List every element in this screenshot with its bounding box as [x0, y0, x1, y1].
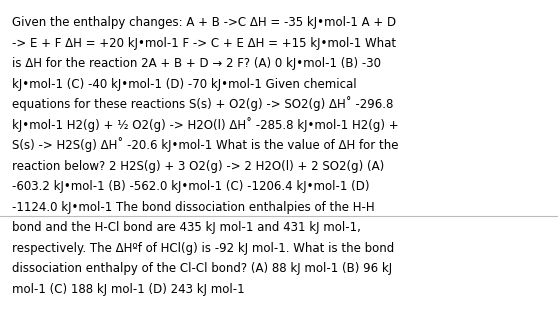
Text: Given the enthalpy changes: A + B ->C ΔH = -35 kJ•mol-1 A + D: Given the enthalpy changes: A + B ->C ΔH… — [12, 16, 396, 29]
Text: mol-1 (C) 188 kJ mol-1 (D) 243 kJ mol-1: mol-1 (C) 188 kJ mol-1 (D) 243 kJ mol-1 — [12, 283, 244, 296]
Text: respectively. The ΔHºf of HCl(g) is -92 kJ mol-1. What is the bond: respectively. The ΔHºf of HCl(g) is -92 … — [12, 242, 395, 255]
Text: -1124.0 kJ•mol-1 The bond dissociation enthalpies of the H-H: -1124.0 kJ•mol-1 The bond dissociation e… — [12, 201, 374, 214]
Text: equations for these reactions S(s) + O2(g) -> SO2(g) ΔH˚ -296.8: equations for these reactions S(s) + O2(… — [12, 96, 393, 112]
Text: S(s) -> H2S(g) ΔH˚ -20.6 kJ•mol-1 What is the value of ΔH for the: S(s) -> H2S(g) ΔH˚ -20.6 kJ•mol-1 What i… — [12, 137, 398, 152]
Text: is ΔH for the reaction 2A + B + D → 2 F? (A) 0 kJ•mol-1 (B) -30: is ΔH for the reaction 2A + B + D → 2 F?… — [12, 57, 381, 70]
Text: kJ•mol-1 (C) -40 kJ•mol-1 (D) -70 kJ•mol-1 Given chemical: kJ•mol-1 (C) -40 kJ•mol-1 (D) -70 kJ•mol… — [12, 78, 357, 91]
Text: dissociation enthalpy of the Cl-Cl bond? (A) 88 kJ mol-1 (B) 96 kJ: dissociation enthalpy of the Cl-Cl bond?… — [12, 262, 392, 275]
Text: bond and the H-Cl bond are 435 kJ mol-1 and 431 kJ mol-1,: bond and the H-Cl bond are 435 kJ mol-1 … — [12, 221, 361, 234]
Text: -603.2 kJ•mol-1 (B) -562.0 kJ•mol-1 (C) -1206.4 kJ•mol-1 (D): -603.2 kJ•mol-1 (B) -562.0 kJ•mol-1 (C) … — [12, 181, 369, 193]
Text: kJ•mol-1 H2(g) + ½ O2(g) -> H2O(l) ΔH˚ -285.8 kJ•mol-1 H2(g) +: kJ•mol-1 H2(g) + ½ O2(g) -> H2O(l) ΔH˚ -… — [12, 117, 398, 132]
Text: -> E + F ΔH = +20 kJ•mol-1 F -> C + E ΔH = +15 kJ•mol-1 What: -> E + F ΔH = +20 kJ•mol-1 F -> C + E ΔH… — [12, 37, 396, 50]
Text: reaction below? 2 H2S(g) + 3 O2(g) -> 2 H2O(l) + 2 SO2(g) (A): reaction below? 2 H2S(g) + 3 O2(g) -> 2 … — [12, 160, 384, 173]
